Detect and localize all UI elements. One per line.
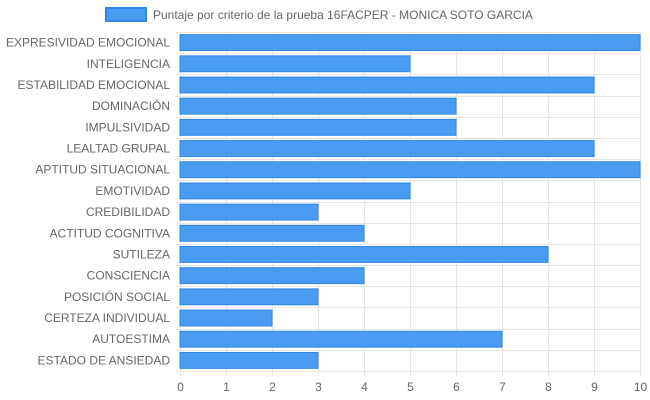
bar[interactable] xyxy=(179,309,273,327)
category-label: CERTEZA INDIVIDUAL xyxy=(44,311,170,325)
x-tick-label: 6 xyxy=(453,380,460,394)
category-label: DOMINACIÓN xyxy=(92,98,170,113)
category-label: CONSCIENCIA xyxy=(87,269,170,283)
category-label: CREDIBILIDAD xyxy=(86,205,170,219)
x-tick-label: 7 xyxy=(499,380,506,394)
category-label: EMOTIVIDAD xyxy=(95,184,170,198)
bar[interactable] xyxy=(179,288,319,306)
category-label: SUTILEZA xyxy=(113,247,170,261)
category-label: ESTADO DE ANSIEDAD xyxy=(38,353,171,367)
bar[interactable] xyxy=(179,34,641,52)
bar[interactable] xyxy=(179,203,319,221)
bar[interactable] xyxy=(179,246,549,263)
x-axis-ticks: 0 1 2 3 4 5 6 7 8 9 10 xyxy=(177,380,647,394)
bar[interactable] xyxy=(179,224,365,242)
bars xyxy=(179,34,641,369)
category-label: ESTABILIDAD EMOCIONAL xyxy=(18,78,171,92)
x-tick-label: 5 xyxy=(407,380,414,394)
category-label: APTITUD SITUACIONAL xyxy=(35,163,170,177)
bar[interactable] xyxy=(179,55,411,73)
x-tick-label: 8 xyxy=(545,380,552,394)
x-tick-label: 9 xyxy=(591,380,598,394)
category-label: AUTOESTIMA xyxy=(92,332,170,346)
x-tick-label: 10 xyxy=(634,380,648,394)
category-label: LEALTAD GRUPAL xyxy=(67,142,171,156)
category-label: INTELIGENCIA xyxy=(87,57,170,71)
category-labels: EXPRESIVIDAD EMOCIONAL INTELIGENCIA ESTABI… xyxy=(6,36,170,368)
bar[interactable] xyxy=(179,351,319,369)
bar[interactable] xyxy=(179,267,365,285)
bar[interactable] xyxy=(179,97,457,115)
x-tick-label: 3 xyxy=(315,380,322,394)
legend[interactable]: Puntaje por criterio de la prueba 16FACP… xyxy=(105,7,533,22)
category-label: EXPRESIVIDAD EMOCIONAL xyxy=(6,36,170,50)
bar[interactable] xyxy=(179,330,503,348)
legend-label: Puntaje por criterio de la prueba 16FACP… xyxy=(153,8,533,22)
bar[interactable] xyxy=(179,182,411,200)
x-tick-label: 2 xyxy=(269,380,276,394)
legend-swatch xyxy=(105,7,147,22)
bar[interactable] xyxy=(179,140,595,157)
category-label: ACTITUD COGNITIVA xyxy=(50,226,170,240)
bar[interactable] xyxy=(179,161,641,179)
x-tick-label: 4 xyxy=(361,380,368,394)
bar[interactable] xyxy=(179,76,595,94)
x-tick-label: 1 xyxy=(223,380,230,394)
category-label: POSICIÓN SOCIAL xyxy=(64,289,170,304)
bar[interactable] xyxy=(179,118,457,136)
category-label: IMPULSIVIDAD xyxy=(85,120,170,134)
x-tick-label: 0 xyxy=(177,380,184,394)
